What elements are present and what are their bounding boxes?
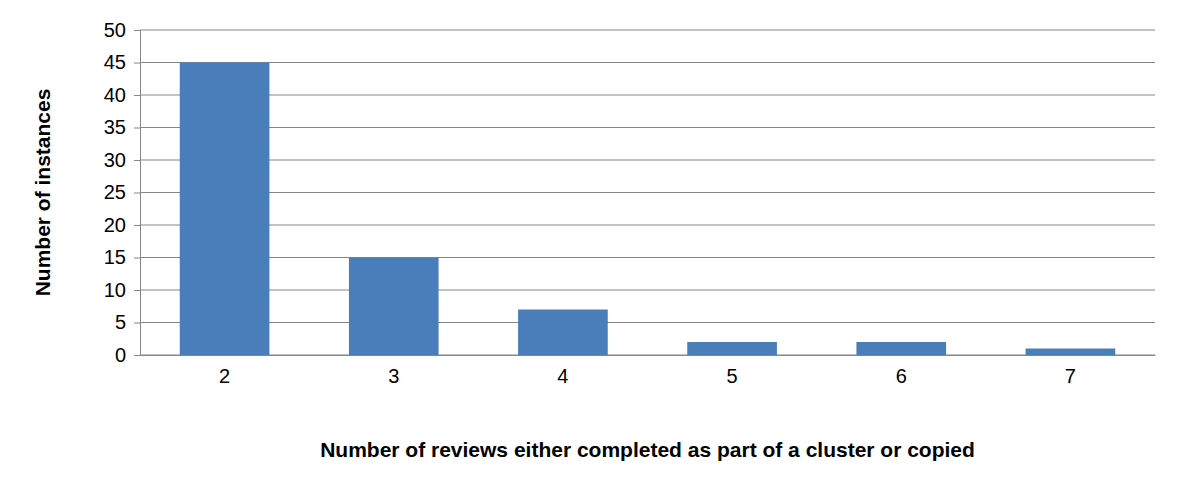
- grid-line: [140, 257, 1155, 258]
- y-tick: 45: [104, 51, 140, 73]
- y-tick: 30: [104, 149, 140, 171]
- grid-line: [140, 290, 1155, 291]
- y-tick-label: 5: [115, 311, 126, 333]
- x-tick-label: 7: [1065, 365, 1076, 387]
- x-tick-label: 4: [557, 365, 568, 387]
- y-tick-mark: [134, 225, 140, 226]
- y-tick-mark: [134, 30, 140, 31]
- grid-line: [140, 127, 1155, 128]
- y-tick: 35: [104, 116, 140, 138]
- y-tick: 50: [104, 19, 140, 41]
- grid-line: [140, 95, 1155, 96]
- grid-line: [140, 192, 1155, 193]
- y-tick-mark: [134, 355, 140, 356]
- x-tick: 5: [727, 355, 738, 387]
- y-axis-line: [134, 31, 141, 356]
- y-tick: 40: [104, 84, 140, 106]
- bar: [518, 310, 608, 356]
- bars: [180, 63, 1115, 356]
- y-tick-label: 10: [104, 279, 126, 301]
- chart-container: 05101520253035404550234567Number of revi…: [0, 0, 1188, 482]
- bar: [856, 342, 946, 355]
- y-tick-mark: [134, 63, 140, 64]
- y-tick-mark: [134, 290, 140, 291]
- y-tick-label: 40: [104, 84, 126, 106]
- y-tick-label: 15: [104, 246, 126, 268]
- x-tick-label: 5: [727, 365, 738, 387]
- grid-line: [140, 62, 1155, 63]
- x-axis-title: Number of reviews either completed as pa…: [320, 438, 975, 461]
- y-tick: 15: [104, 246, 140, 268]
- x-tick: 7: [1065, 355, 1076, 387]
- x-tick-label: 3: [388, 365, 399, 387]
- y-tick-label: 25: [104, 181, 126, 203]
- x-tick-label: 2: [219, 365, 230, 387]
- bar: [180, 63, 270, 356]
- y-tick-label: 35: [104, 116, 126, 138]
- y-axis-title: Number of instances: [31, 89, 54, 297]
- y-tick-mark: [134, 193, 140, 194]
- grid-line: [140, 322, 1155, 323]
- y-tick-mark: [134, 258, 140, 259]
- y-tick-label: 50: [104, 19, 126, 41]
- y-tick-label: 30: [104, 149, 126, 171]
- x-tick: 2: [219, 355, 230, 387]
- y-tick-mark: [134, 323, 140, 324]
- y-tick-label: 0: [115, 344, 126, 366]
- y-tick-mark: [134, 160, 140, 161]
- x-tick: 3: [388, 355, 399, 387]
- x-tick: 6: [896, 355, 907, 387]
- grid-line: [140, 225, 1155, 226]
- y-tick-mark: [134, 95, 140, 96]
- grid-line: [140, 30, 1155, 31]
- x-axis-line: [141, 355, 1156, 356]
- y-tick: 0: [115, 344, 140, 366]
- bar: [687, 342, 777, 355]
- y-tick-label: 20: [104, 214, 126, 236]
- bar: [349, 258, 439, 356]
- x-axis: 2 3 4 5 6 7: [141, 355, 1156, 387]
- y-tick: 25: [104, 181, 140, 203]
- bar: [1026, 349, 1116, 356]
- grid-line: [140, 355, 1155, 356]
- y-tick: 5: [115, 311, 140, 333]
- plot: 05101520253035404550234567: [104, 19, 1156, 387]
- x-tick-label: 6: [896, 365, 907, 387]
- grid: [140, 30, 1155, 355]
- chart-svg: 05101520253035404550234567Number of revi…: [0, 0, 1188, 482]
- y-axis: 0 5 10 15 20 25 30 35 40 45 50: [104, 19, 141, 366]
- y-tick: 20: [104, 214, 140, 236]
- y-tick: 10: [104, 279, 140, 301]
- y-tick-label: 45: [104, 51, 126, 73]
- x-tick: 4: [557, 355, 568, 387]
- y-tick-mark: [134, 128, 140, 129]
- grid-line: [140, 160, 1155, 161]
